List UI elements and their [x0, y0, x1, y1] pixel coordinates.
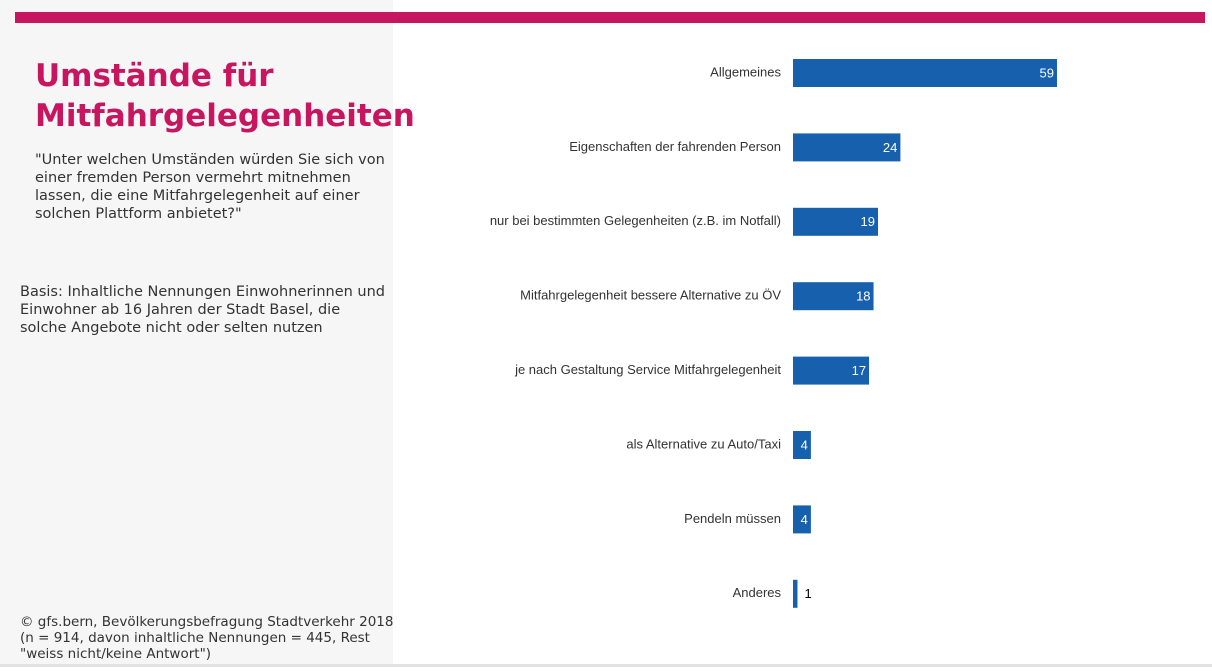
value-label: 18: [856, 289, 870, 304]
chart-title: Umstände für Mitfahrgelegenheiten: [35, 58, 415, 134]
value-label: 4: [801, 512, 808, 527]
bar: [793, 356, 870, 385]
bottom-line: [0, 664, 1212, 667]
value-label: 24: [883, 140, 897, 155]
category-label: je nach Gestaltung Service Mitfahrgelege…: [514, 362, 781, 377]
value-label: 4: [801, 437, 808, 452]
value-label: 19: [861, 214, 875, 229]
category-label: Allgemeines: [710, 64, 781, 79]
category-label: Anderes: [733, 585, 782, 600]
category-label: Mitfahrgelegenheit bessere Alternative z…: [520, 288, 781, 303]
bar: [793, 431, 811, 459]
category-label: nur bei bestimmten Gelegenheiten (z.B. i…: [490, 213, 781, 228]
value-label: 17: [852, 363, 866, 378]
bar: [793, 505, 811, 534]
bar: [793, 282, 874, 311]
basis-note: Basis: Inhaltliche Nennungen Einwohnerin…: [20, 284, 386, 336]
source: © gfs.bern, Bevölkerungsbefragung Stadtv…: [20, 614, 394, 662]
value-label: 59: [1040, 65, 1054, 80]
top-bar: [15, 12, 1205, 23]
side-panel: [0, 0, 393, 665]
value-label: 1: [804, 586, 811, 601]
category-label: als Alternative zu Auto/Taxi: [626, 436, 781, 451]
bar: [793, 133, 901, 162]
question: "Unter welchen Umständen würden Sie sich…: [35, 152, 385, 222]
bar: [793, 207, 879, 236]
bar: [793, 59, 1057, 87]
category-label: Eigenschaften der fahrenden Person: [569, 139, 781, 154]
category-label: Pendeln müssen: [684, 511, 781, 526]
bar: [793, 579, 798, 608]
